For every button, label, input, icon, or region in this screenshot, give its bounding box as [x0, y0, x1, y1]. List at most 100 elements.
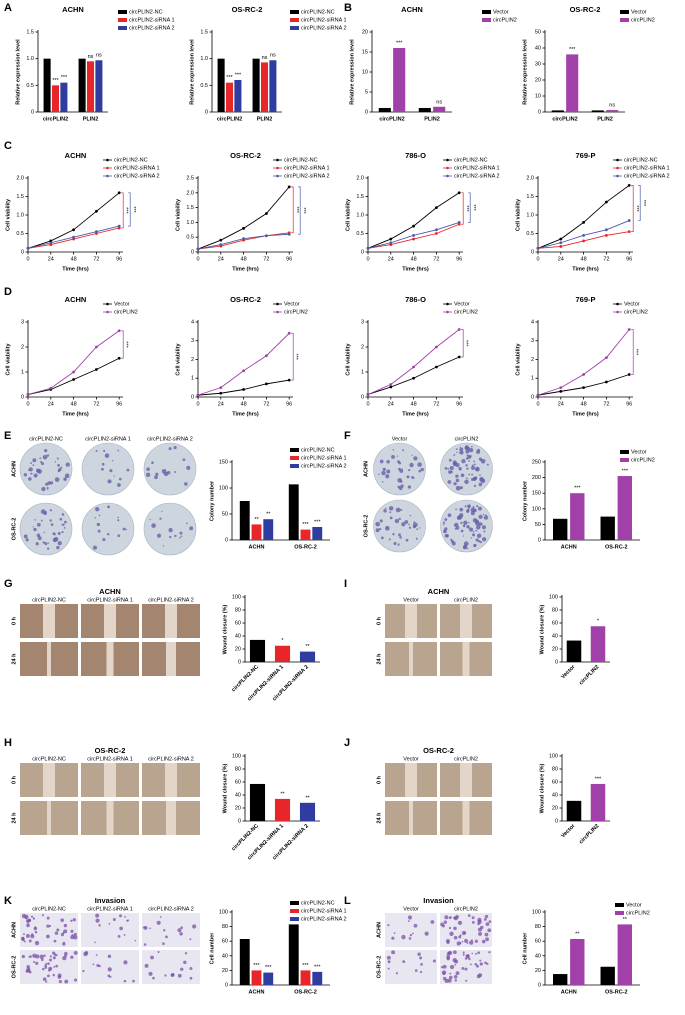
point	[435, 228, 438, 232]
panel-title: ACHN	[428, 587, 450, 596]
colony	[54, 461, 57, 463]
colony	[399, 468, 404, 473]
bar	[553, 974, 568, 985]
colony	[473, 484, 477, 487]
x-tick-label: 48	[411, 401, 417, 407]
colony	[413, 456, 418, 461]
colony-plate	[440, 499, 493, 553]
colony	[162, 545, 165, 547]
wound-gap	[47, 642, 51, 676]
cell	[63, 941, 65, 944]
y-tick-label: 3	[531, 338, 534, 344]
legend-label: circPLIN2-siRNA 1	[284, 165, 330, 171]
y-tick-label: 50	[222, 511, 228, 517]
bracket	[638, 185, 641, 221]
cell	[189, 976, 193, 980]
colony	[159, 517, 162, 520]
colony	[472, 476, 477, 481]
row-label: 24 h	[376, 812, 382, 824]
cell	[391, 936, 395, 940]
colony	[35, 542, 39, 546]
colony	[36, 533, 41, 538]
colony	[465, 464, 468, 467]
line	[537, 185, 630, 249]
legend-swatch	[276, 174, 279, 178]
line	[27, 357, 120, 395]
column-label: circPLIN2-siRNA 2	[147, 436, 193, 442]
x-tick-label: 0	[366, 256, 369, 262]
cell	[395, 972, 398, 975]
colony	[455, 448, 458, 451]
y-tick-label: 2.0	[186, 190, 194, 196]
cell	[455, 914, 459, 919]
y-tick-label: 2	[531, 357, 534, 363]
legend-label: circPLIN2	[631, 17, 655, 23]
column-label: Vector	[403, 906, 419, 912]
wound-gap	[43, 604, 55, 638]
cell	[462, 953, 465, 956]
colony	[30, 472, 33, 475]
x-tick-label: ACHN	[249, 989, 265, 995]
cell	[485, 922, 490, 927]
colony	[417, 462, 422, 467]
legend-label: circPLIN2-siRNA 1	[301, 908, 347, 914]
point	[605, 356, 608, 360]
colony	[60, 466, 63, 469]
point	[627, 373, 631, 376]
colony	[186, 465, 191, 470]
colony	[449, 466, 454, 471]
legend-label: circPLIN2-siRNA 2	[624, 173, 670, 179]
colony	[380, 536, 384, 540]
colony	[459, 468, 462, 471]
colony	[468, 505, 471, 507]
colony	[161, 510, 163, 513]
y-tick-label: 150	[219, 459, 228, 465]
significance-label: ns	[96, 53, 102, 59]
column-label: circPLIN2-siRNA 1	[87, 597, 133, 603]
significance-label: ***	[52, 78, 59, 84]
colony-plate	[19, 502, 73, 556]
colony	[453, 482, 457, 486]
legend-label: circPLIN2	[493, 17, 517, 23]
colony	[444, 466, 448, 470]
cell	[183, 960, 187, 965]
colony	[459, 507, 464, 512]
legend-swatch	[620, 10, 629, 14]
wound-gap	[104, 763, 116, 797]
x-tick-label: PLIN2	[257, 116, 273, 122]
bar	[274, 645, 291, 662]
bar	[591, 110, 604, 112]
cell	[478, 931, 483, 936]
bar	[606, 110, 619, 112]
colony	[472, 518, 478, 523]
colony	[420, 467, 424, 472]
y-tick-label: 40	[552, 792, 558, 798]
point	[457, 328, 461, 331]
bar	[566, 640, 582, 662]
y-tick-label: 80	[235, 766, 241, 772]
colony	[476, 533, 482, 539]
colony	[447, 513, 452, 518]
wound-gap	[460, 763, 472, 797]
cell	[462, 951, 465, 954]
cell	[22, 938, 25, 942]
cell	[45, 962, 48, 965]
cell	[21, 954, 25, 959]
x-tick-label: circPLIN2	[578, 823, 600, 845]
legend-label: circPLIN2-siRNA 2	[284, 173, 330, 179]
y-axis-label: Relative expression level	[189, 39, 195, 105]
colony	[472, 533, 476, 537]
row-label: OS-RC-2	[376, 956, 382, 979]
x-tick-label: 48	[71, 401, 77, 407]
bar	[551, 110, 564, 112]
legend-label: circPLIN2-siRNA 1	[624, 165, 670, 171]
legend-label: circPLIN2-NC	[624, 157, 658, 163]
chart-title: 769-P	[575, 295, 595, 304]
x-tick-label: 24	[388, 401, 394, 407]
cell	[82, 969, 85, 973]
significance-label: ***	[640, 200, 646, 207]
bar	[274, 798, 291, 821]
cell	[53, 965, 56, 968]
cell	[43, 954, 46, 957]
colony	[408, 468, 411, 472]
